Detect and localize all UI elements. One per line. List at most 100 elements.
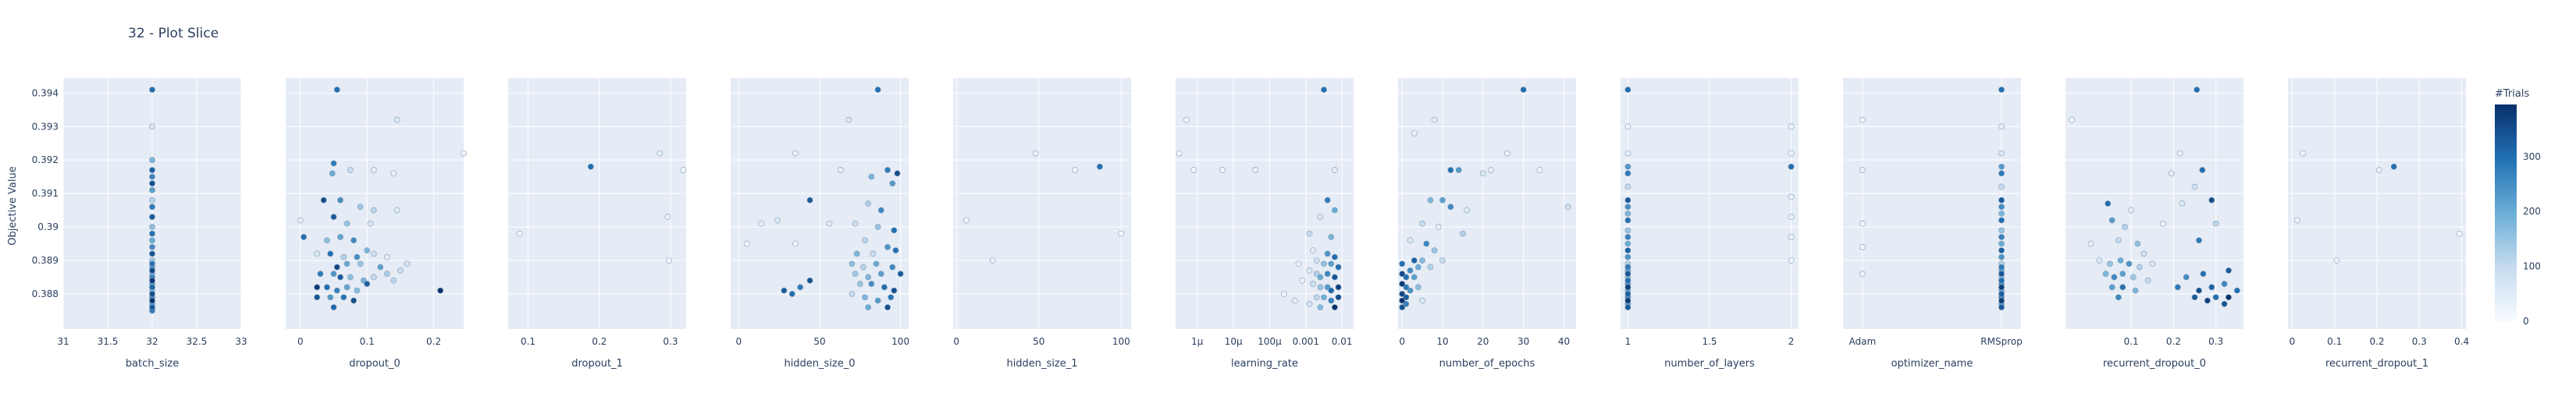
data-point[interactable] — [1624, 240, 1631, 247]
data-point[interactable] — [347, 274, 354, 281]
data-point[interactable] — [1624, 304, 1631, 310]
data-point[interactable] — [1328, 287, 1335, 294]
data-point[interactable] — [1859, 167, 1866, 173]
data-point[interactable] — [1332, 207, 1338, 214]
data-point[interactable] — [1399, 281, 1406, 287]
data-point[interactable] — [1788, 234, 1795, 240]
data-point[interactable] — [1998, 234, 2005, 240]
data-point[interactable] — [889, 180, 896, 187]
data-point[interactable] — [2129, 274, 2137, 281]
data-point[interactable] — [1403, 294, 1410, 301]
data-point[interactable] — [330, 304, 337, 310]
data-point[interactable] — [870, 250, 877, 257]
data-point[interactable] — [1998, 240, 2005, 247]
data-point[interactable] — [347, 167, 354, 173]
data-point[interactable] — [1464, 207, 1470, 214]
data-point[interactable] — [1411, 257, 1418, 264]
data-point[interactable] — [1859, 243, 1866, 250]
data-point[interactable] — [1998, 183, 2005, 190]
data-point[interactable] — [1317, 304, 1324, 310]
data-point[interactable] — [1399, 297, 1406, 304]
data-point[interactable] — [1403, 274, 1410, 281]
data-point[interactable] — [364, 281, 371, 287]
data-point[interactable] — [2140, 250, 2147, 257]
data-point[interactable] — [849, 291, 856, 297]
data-point[interactable] — [1335, 264, 1342, 271]
data-point[interactable] — [337, 274, 343, 281]
data-point[interactable] — [330, 271, 337, 278]
data-point[interactable] — [1032, 150, 1039, 157]
data-point[interactable] — [1072, 167, 1079, 173]
data-point[interactable] — [1419, 297, 1425, 304]
data-point[interactable] — [393, 207, 400, 214]
data-point[interactable] — [1328, 234, 1335, 240]
data-point[interactable] — [1321, 87, 1327, 93]
data-point[interactable] — [1419, 220, 1425, 227]
data-point[interactable] — [1328, 297, 1335, 304]
data-point[interactable] — [1998, 227, 2005, 234]
data-point[interactable] — [1292, 297, 1298, 304]
data-point[interactable] — [868, 173, 875, 180]
data-point[interactable] — [874, 297, 881, 304]
data-point[interactable] — [1998, 87, 2005, 93]
data-point[interactable] — [314, 284, 321, 291]
data-point[interactable] — [333, 287, 340, 294]
data-point[interactable] — [1479, 170, 1486, 177]
data-point[interactable] — [774, 217, 781, 224]
data-point[interactable] — [852, 220, 859, 227]
data-point[interactable] — [343, 220, 350, 227]
data-point[interactable] — [894, 170, 901, 177]
data-point[interactable] — [884, 304, 891, 310]
data-point[interactable] — [1624, 253, 1631, 260]
data-point[interactable] — [2333, 257, 2340, 264]
data-point[interactable] — [2204, 297, 2211, 304]
data-point[interactable] — [852, 271, 859, 278]
data-point[interactable] — [2108, 217, 2115, 224]
data-point[interactable] — [1455, 167, 1462, 173]
data-point[interactable] — [1624, 163, 1631, 170]
data-point[interactable] — [149, 243, 155, 250]
data-point[interactable] — [2294, 217, 2300, 224]
data-point[interactable] — [393, 116, 400, 123]
data-point[interactable] — [1423, 240, 1430, 247]
data-point[interactable] — [350, 237, 358, 244]
data-point[interactable] — [1998, 123, 2005, 130]
data-point[interactable] — [2108, 284, 2115, 291]
data-point[interactable] — [149, 277, 155, 284]
data-point[interactable] — [383, 271, 390, 278]
data-point[interactable] — [149, 196, 155, 204]
data-point[interactable] — [370, 207, 377, 214]
data-point[interactable] — [1427, 264, 1434, 271]
data-point[interactable] — [2208, 284, 2215, 291]
data-point[interactable] — [314, 250, 321, 257]
data-point[interactable] — [2087, 240, 2094, 247]
data-point[interactable] — [1564, 204, 1571, 211]
data-point[interactable] — [330, 214, 337, 221]
data-point[interactable] — [354, 253, 361, 260]
data-point[interactable] — [149, 186, 155, 193]
data-point[interactable] — [1431, 116, 1438, 123]
data-point[interactable] — [845, 116, 852, 123]
data-point[interactable] — [865, 304, 872, 310]
data-point[interactable] — [357, 260, 364, 267]
data-point[interactable] — [1624, 123, 1631, 130]
data-point[interactable] — [343, 284, 350, 291]
data-point[interactable] — [1447, 167, 1454, 173]
data-point[interactable] — [1324, 196, 1331, 204]
data-point[interactable] — [1176, 150, 1183, 157]
data-point[interactable] — [2102, 271, 2109, 278]
data-point[interactable] — [1096, 163, 1103, 170]
data-point[interactable] — [2226, 294, 2232, 301]
data-point[interactable] — [1624, 297, 1631, 304]
data-point[interactable] — [1624, 227, 1631, 234]
data-point[interactable] — [1998, 284, 2005, 291]
data-point[interactable] — [1788, 193, 1795, 200]
data-point[interactable] — [1536, 167, 1543, 173]
data-point[interactable] — [1317, 214, 1324, 221]
data-point[interactable] — [2137, 264, 2143, 271]
data-point[interactable] — [1332, 253, 1338, 260]
data-point[interactable] — [2174, 284, 2181, 291]
data-point[interactable] — [390, 170, 397, 177]
data-point[interactable] — [2200, 271, 2207, 278]
data-point[interactable] — [1419, 257, 1425, 264]
